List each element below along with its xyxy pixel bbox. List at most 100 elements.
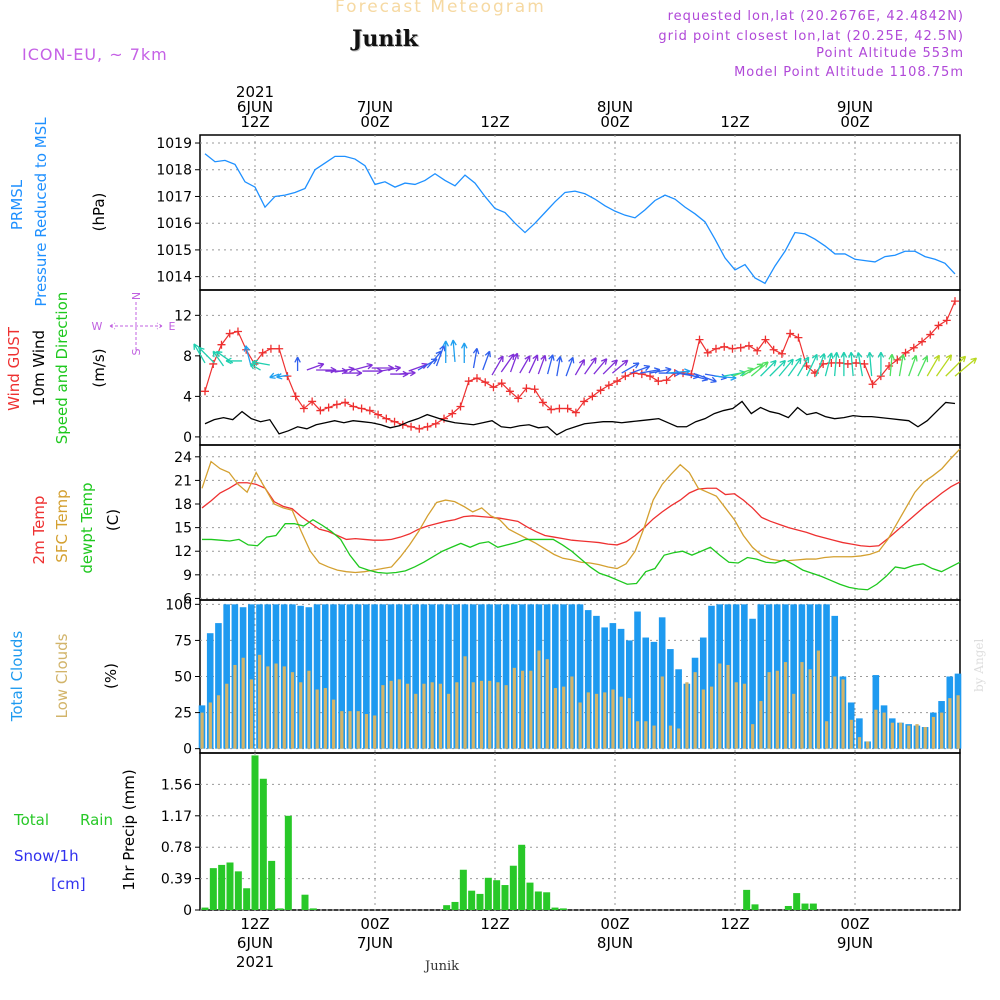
requested-coordinates: requested lon,lat (20.2676E, 42.4842N) [667,9,964,24]
total-clouds-bar [757,604,765,749]
time-label-bottom: 00Z [840,915,869,933]
gust-marker [736,343,745,352]
rain-bar [809,903,817,910]
rain-label-rain: Rain [80,811,113,829]
panel-frame [199,444,961,601]
low-clouds-label: Low Clouds [53,633,71,718]
wind-direction-arrow [954,357,978,377]
sfc-temp-label: SFC Temp [53,489,71,562]
time-label-top: 8JUN [597,98,633,116]
total-clouds-bar [609,623,617,749]
gust-marker [365,406,374,415]
total-clouds-bar [486,604,493,749]
rain-bar [251,755,259,910]
wind-direction-arrow [840,351,848,377]
low-clouds-bar [373,715,377,749]
y-tick-label: 8 [183,349,192,365]
wind-direction-arrow [877,351,885,377]
wind-direction-arrow [750,361,769,377]
wind-unit: (m/s) [90,348,108,387]
time-label-top: 00Z [600,113,629,131]
time-label-top: 00Z [840,113,869,131]
compass-e: E [169,320,176,333]
wind-direction-arrow [815,353,826,377]
gust-marker [629,369,638,378]
low-clouds-bar [668,725,673,749]
gust-marker [786,329,795,338]
wind-direction-arrow [460,342,468,363]
snow-unit: [cm] [51,875,86,893]
gust-marker [703,348,712,357]
y-tick-label: 4 [183,389,192,405]
wind-direction-arrow [898,354,906,377]
rain-bar [559,908,567,910]
time-label-top: 7JUN [357,98,393,116]
low-clouds-bar [685,682,689,749]
rain-bar [501,885,509,910]
gust-marker [769,345,778,354]
gust-marker [374,410,383,419]
wind-direction-arrow [917,355,929,377]
total-clouds-bar [856,718,863,749]
gust-marker [613,377,622,386]
total-clouds-bar [552,604,559,749]
low-clouds-bar [718,663,722,749]
gust-marker [860,359,869,368]
y-tick-label: 1.56 [161,777,192,793]
author-credit: by Angel [972,638,986,692]
total-clouds-bar [494,604,502,749]
wind-direction-arrow [380,365,402,372]
total-clouds-bar [823,604,830,749]
rain-bar [801,903,809,910]
wind-direction-arrow [602,359,618,375]
wind-direction-arrow [769,359,786,377]
gust-marker [547,405,556,414]
total-clouds-bar [708,605,715,749]
rain-bar [226,862,234,910]
time-label-bottom: 9JUN [837,934,873,952]
precip-axis-label: 1hr Precip (mm) [120,769,138,890]
y-tick-label: 1.17 [161,809,192,825]
low-clouds-bar [701,689,705,749]
low-clouds-bar [488,680,492,749]
time-label-bottom: 00Z [600,915,629,933]
gust-marker [794,333,803,342]
total-clouds-bar [675,669,682,749]
total-clouds-bar [560,604,567,749]
gust-marker [926,330,935,339]
low-clouds-bar [578,702,582,749]
low-clouds-bar [636,721,640,749]
low-clouds-bar [562,686,566,749]
low-clouds-bar [266,666,270,749]
wind-direction-arrow [528,354,539,374]
gust-marker [233,327,242,336]
low-clouds-bar [397,679,401,749]
gust-marker [538,398,547,407]
chart-title: Forecast Meteogram [335,0,546,17]
low-clouds-bar [915,724,919,749]
compass-rose-icon [109,302,163,350]
wind-direction-arrow [695,373,717,383]
low-clouds-bar [890,722,894,749]
low-clouds-bar [816,650,821,749]
chart-axes: 1014 1015 1016 1017 1018 1019 0 4 8 12 6 9 12 15 18 21 2… [156,83,873,971]
low-clouds-bar [570,676,574,749]
y-tick-label: 12 [174,544,192,560]
low-clouds-bar [315,689,319,749]
low-clouds-bar [249,679,254,749]
wind-direction-arrow [630,364,651,374]
low-clouds-bar [225,683,229,749]
rain-bar [751,904,759,910]
low-clouds-bar [405,683,410,749]
wind-direction-arrow [472,347,480,369]
pressure-unit: (hPa) [90,193,108,232]
total-clouds-bar [321,604,329,749]
gust-marker [423,422,432,431]
total-clouds-bar [626,640,633,749]
time-label-top: 6JUN [237,98,273,116]
wind-direction-arrow [343,369,363,377]
snow-label: Snow/1h [14,847,79,865]
gust-marker [357,404,366,413]
low-clouds-bar [545,659,549,749]
wind-direction-arrow [519,355,531,374]
